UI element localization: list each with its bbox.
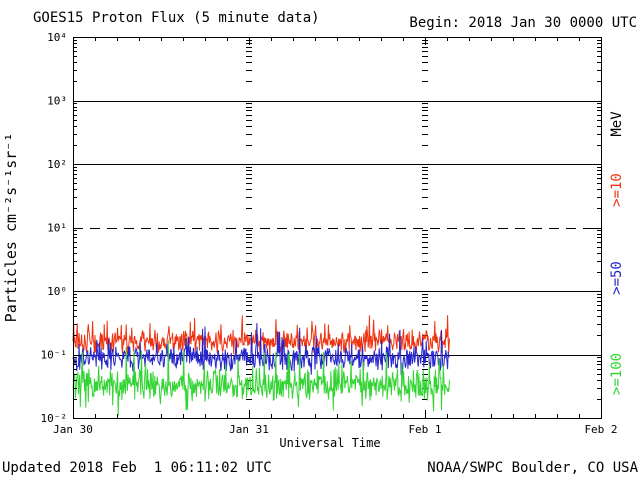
y-tick-label: 10⁴	[47, 31, 67, 44]
y-tick-label: 10⁻²	[41, 412, 68, 425]
chart-title: GOES15 Proton Flux (5 minute data)	[33, 10, 320, 26]
x-tick-label: Jan 31	[229, 423, 269, 436]
x-tick-label: Jan 30	[53, 423, 93, 436]
y-tick-label: 10³	[47, 95, 67, 108]
data-series	[72, 315, 450, 416]
y-axis-title: Particles cm⁻²s⁻¹sr⁻¹	[2, 133, 20, 323]
flux-trace-50	[72, 323, 450, 376]
y-tick-label: 10²	[47, 158, 67, 171]
begin-timestamp: Begin: 2018 Jan 30 0000 UTC	[409, 15, 637, 31]
legend-label-ge-100: >=100	[609, 353, 625, 395]
axes-and-ticks	[73, 37, 602, 419]
y-tick-label: 10¹	[47, 222, 67, 235]
x-tick-label: Feb 1	[408, 423, 441, 436]
gridlines	[73, 40, 601, 400]
updated-timestamp: Updated 2018 Feb 1 06:11:02 UTC	[2, 460, 272, 476]
legend-title-mev: MeV	[609, 111, 625, 137]
source-credit: NOAA/SWPC Boulder, CO USA	[427, 460, 638, 476]
legend-label-ge-10: >=10	[609, 173, 625, 207]
legend-label-ge-50: >=50	[609, 261, 625, 295]
y-tick-label: 10⁰	[47, 285, 67, 298]
x-tick-label: Feb 2	[584, 423, 617, 436]
x-axis-title: Universal Time	[279, 436, 381, 450]
flux-trace-100	[72, 340, 450, 416]
y-tick-label: 10⁻¹	[41, 349, 68, 362]
